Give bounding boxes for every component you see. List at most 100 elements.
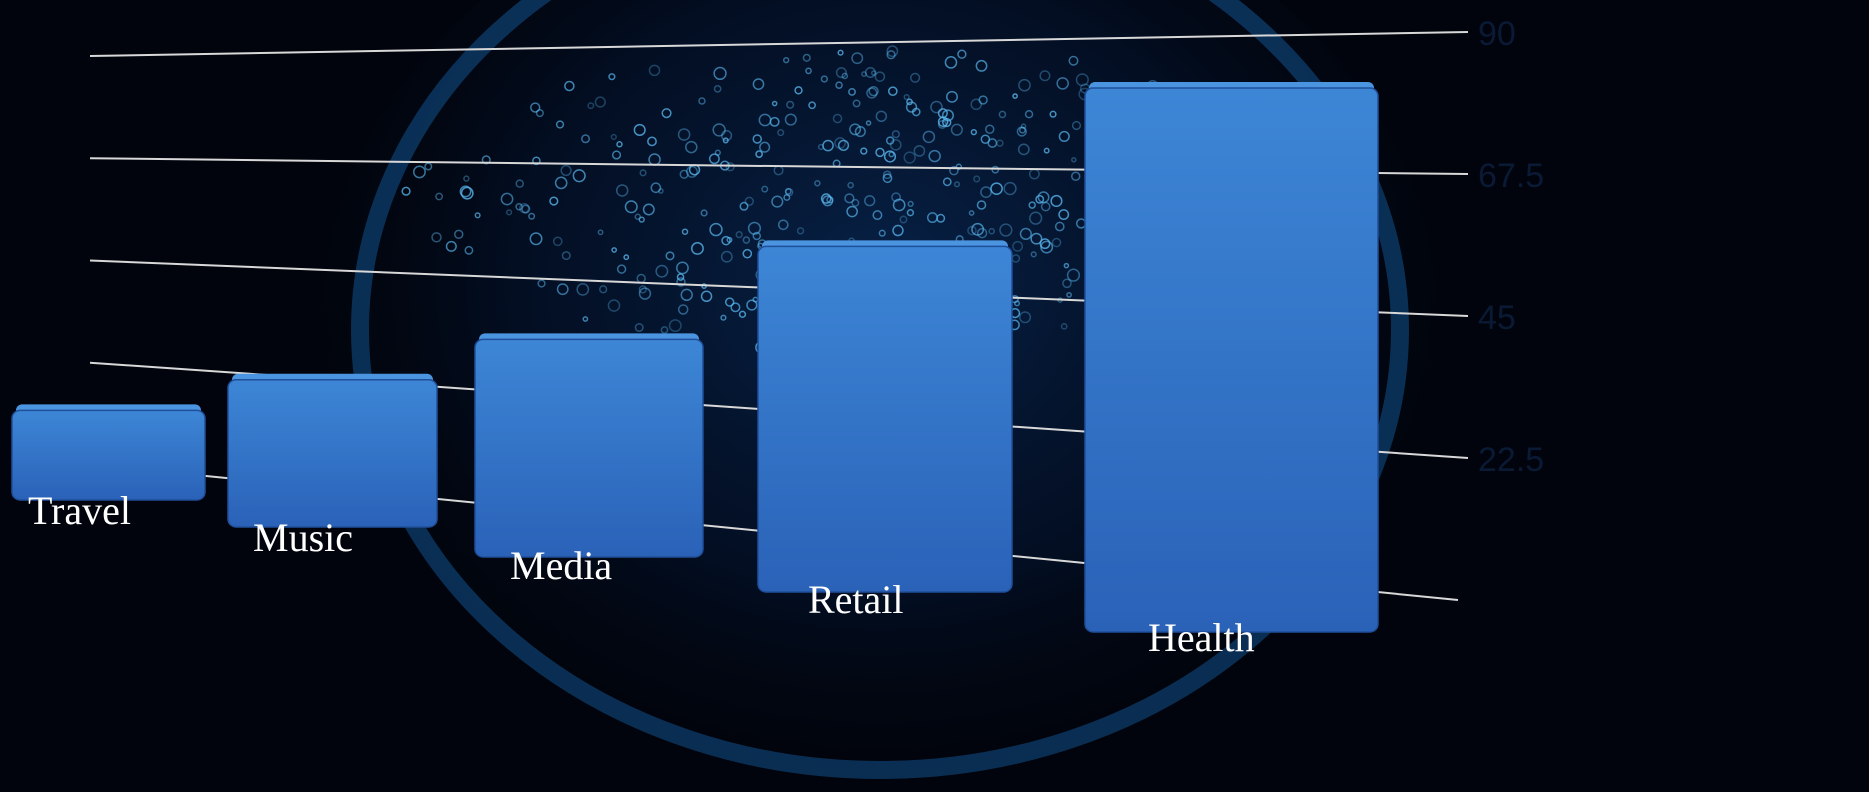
particle	[980, 134, 991, 144]
x-tick-label: Media	[510, 543, 612, 588]
particle	[505, 209, 513, 216]
particle	[685, 165, 698, 178]
particle	[752, 134, 763, 144]
particle	[1050, 194, 1063, 208]
y-tick-label: 90	[1478, 15, 1516, 53]
particle	[1066, 268, 1081, 282]
particle	[681, 228, 689, 235]
particle	[1063, 262, 1070, 269]
particle	[725, 162, 735, 172]
particle	[459, 185, 472, 198]
particle	[1062, 278, 1072, 289]
particle	[555, 120, 565, 129]
particle	[906, 208, 915, 217]
particle	[970, 98, 983, 111]
particle	[650, 182, 662, 194]
particle	[802, 53, 811, 62]
x-tick-label: Travel	[28, 488, 131, 533]
particle	[549, 196, 559, 206]
particle	[891, 130, 900, 139]
particle	[698, 97, 706, 105]
particle	[401, 186, 411, 196]
particle	[875, 110, 888, 123]
x-tick-label: Music	[253, 515, 353, 560]
particle	[874, 71, 886, 82]
particle	[1037, 191, 1050, 204]
particle	[941, 109, 954, 122]
particle	[953, 181, 961, 188]
particle	[746, 299, 758, 311]
particle	[610, 133, 617, 141]
particle	[582, 316, 589, 322]
particle	[700, 209, 708, 217]
particle	[796, 227, 805, 235]
particle	[679, 169, 689, 179]
particle	[638, 216, 645, 223]
particle	[887, 86, 898, 97]
particle	[655, 264, 669, 278]
globe-ring	[351, 0, 1409, 779]
particle	[882, 173, 893, 184]
y-tick-label: 67.5	[1478, 157, 1544, 195]
particle	[990, 182, 1003, 195]
particle	[1071, 120, 1082, 131]
particle	[860, 147, 868, 155]
bar	[757, 245, 1013, 593]
particle	[677, 304, 689, 315]
particle	[615, 184, 629, 197]
particle	[949, 165, 959, 176]
particle	[528, 212, 536, 220]
particle	[1024, 109, 1034, 119]
particle	[1056, 77, 1069, 90]
particle	[1019, 227, 1032, 241]
particle	[794, 86, 803, 95]
particle	[581, 134, 591, 144]
y-tick-label: 45	[1478, 299, 1516, 337]
grid-line	[89, 31, 1469, 57]
particle	[777, 129, 785, 137]
particle	[861, 71, 867, 77]
particle	[647, 136, 657, 147]
particle	[758, 113, 772, 127]
particle	[888, 151, 895, 158]
particle	[968, 210, 975, 216]
particle	[967, 225, 977, 236]
particle	[529, 232, 543, 246]
particle	[1030, 232, 1043, 245]
particle	[889, 138, 902, 151]
x-tick-label: Retail	[808, 577, 904, 622]
particle	[976, 227, 988, 239]
particle	[561, 251, 571, 261]
particle	[883, 150, 897, 163]
particle	[910, 72, 921, 83]
particle	[835, 81, 843, 89]
particle	[814, 179, 821, 187]
particle	[594, 96, 606, 108]
particle	[871, 70, 877, 76]
particle	[742, 236, 751, 244]
particle	[435, 192, 444, 201]
particle	[730, 302, 741, 313]
particle	[624, 200, 638, 214]
particle	[950, 123, 963, 136]
particle	[634, 213, 642, 221]
particle	[1017, 143, 1030, 156]
particle	[720, 129, 733, 142]
particle	[899, 215, 908, 224]
particle	[616, 264, 627, 274]
particle	[735, 230, 743, 239]
particle	[975, 59, 988, 72]
particle	[1039, 70, 1051, 82]
particle	[771, 195, 784, 208]
particle	[980, 186, 992, 198]
particle	[906, 98, 913, 106]
particle	[1058, 130, 1070, 143]
particle	[846, 205, 858, 218]
particle	[519, 202, 530, 214]
particle	[453, 229, 464, 240]
particle	[852, 99, 861, 108]
particle	[942, 117, 952, 128]
particle	[1003, 181, 1017, 196]
particle	[973, 175, 981, 183]
particle	[957, 49, 967, 59]
